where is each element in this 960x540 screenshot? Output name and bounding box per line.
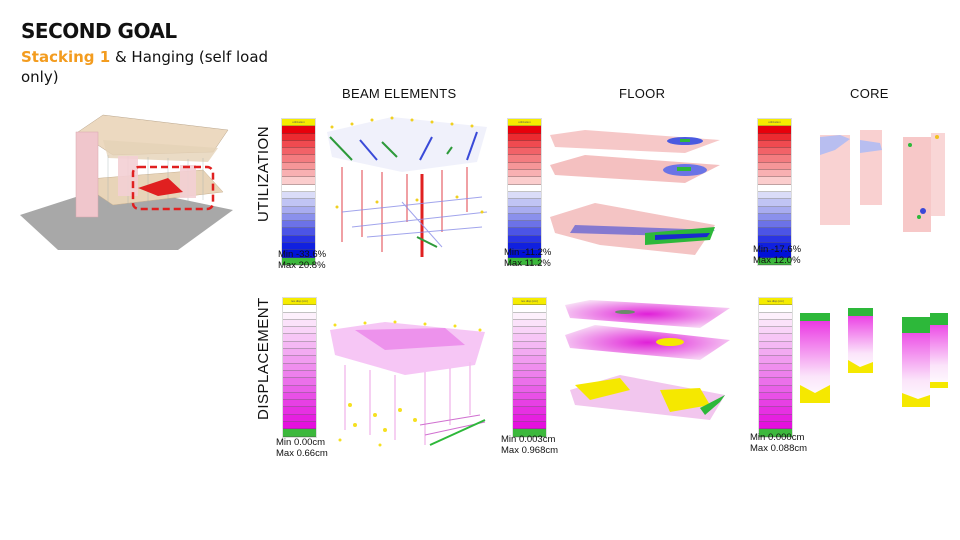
core-utilization-model xyxy=(820,130,945,232)
utilization-legend-beam: utilization xyxy=(281,118,316,266)
slide-title: SECOND GOAL xyxy=(21,19,177,43)
utilization-floor-minmax: Min -11.2% Max 11.2% xyxy=(504,247,552,269)
slide-subtitle: Stacking 1 & Hanging (self load only) xyxy=(21,47,271,87)
displacement-legend-beam: res.disp.(cm) xyxy=(282,297,317,438)
column-header-beam-elements: BEAM ELEMENTS xyxy=(342,86,457,101)
building-model-thumbnail xyxy=(20,114,233,250)
utilization-legend-floor: utilization xyxy=(507,118,542,266)
subtitle-accent: Stacking 1 xyxy=(21,48,111,66)
row-label-displacement: DISPLACEMENT xyxy=(255,297,272,420)
floor-displacement-model xyxy=(565,300,730,420)
beam-utilization-model xyxy=(327,116,488,257)
subtitle-rest: & Hanging (self load only) xyxy=(21,48,269,86)
floor-utilization-model xyxy=(550,130,720,255)
utilization-legend-core: utilization xyxy=(757,118,792,266)
displacement-beam-minmax: Min 0.00cm Max 0.66cm xyxy=(276,437,328,459)
row-label-utilization: UTILIZATION xyxy=(255,125,272,222)
displacement-core-minmax: Min 0.000cm Max 0.088cm xyxy=(750,432,808,454)
column-header-core: CORE xyxy=(850,86,889,101)
column-header-floor: FLOOR xyxy=(619,86,666,101)
utilization-core-minmax: Min -17.6% Max 12.0% xyxy=(753,244,802,266)
utilization-beam-minmax: Min -33.6% Max 20.8% xyxy=(278,249,327,271)
displacement-legend-floor: res.disp.(cm) xyxy=(512,297,547,438)
displacement-legend-core: res.disp.(cm) xyxy=(758,297,793,438)
highlight-dashed-box xyxy=(131,165,215,211)
displacement-floor-minmax: Min 0.003cm Max 0.968cm xyxy=(501,434,559,456)
beam-displacement-model xyxy=(330,320,486,447)
core-displacement-model xyxy=(800,308,948,407)
